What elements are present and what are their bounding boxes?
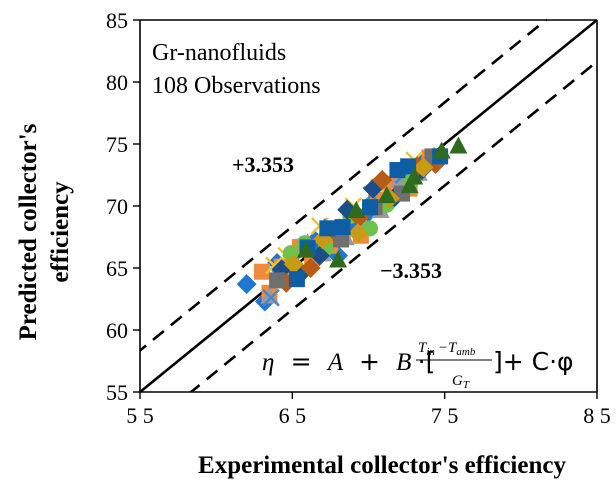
data-point-diamond (300, 258, 321, 278)
data-point-square (334, 219, 351, 236)
formula-numerator-minus: −T (438, 340, 458, 356)
formula-tail: ]+ C·φ (493, 347, 574, 376)
data-point-square (288, 271, 305, 288)
y-tick-label: 75 (106, 132, 128, 157)
data-point-triangle (405, 167, 424, 185)
data-point-triangle (377, 186, 396, 204)
formula-numerator: T (418, 340, 428, 356)
x-tick-label: 5 5 (126, 403, 154, 428)
y-tick-label: 60 (106, 318, 128, 343)
reference-line-lower (189, 59, 597, 392)
data-point-square (333, 231, 350, 248)
data-point-triangle (329, 250, 348, 268)
formula-numerator-sub2: amb (456, 346, 475, 358)
data-point-square (319, 220, 336, 237)
observations-label: 108 Observations (152, 73, 321, 99)
y-axis-title-line1: Predicted collector's efficiency (15, 123, 74, 340)
svg-text:η = A +: η = A + B ·[ (262, 347, 435, 376)
formula-a: A (326, 349, 344, 376)
data-point-square (362, 199, 379, 216)
y-axis-title-part1: Predicted collector's (15, 123, 42, 340)
data-point-triangle (449, 136, 468, 154)
y-tick-label: 80 (106, 70, 128, 95)
data-point-triangle (297, 240, 316, 258)
dataset-label: Gr-nanofluids (152, 40, 286, 66)
y-tick-label: 55 (106, 380, 128, 405)
formula-plus: + (359, 347, 380, 376)
svg-text:GT: GT (452, 373, 470, 391)
data-point-diamond (372, 169, 393, 190)
lower-bound-label: −3.353 (380, 258, 442, 283)
y-tick-label: 85 (106, 8, 128, 33)
data-point-square (253, 263, 270, 280)
data-point-diamond (283, 254, 304, 275)
x-tick-label: 7 5 (431, 403, 459, 428)
model-formula: η = A + B ·[ Tin −Tamb GT ]+ C·φ (262, 340, 574, 391)
formula-eta: η (262, 349, 274, 376)
data-point-square (400, 158, 417, 175)
svg-text:Tin−Tamb: Tin −Tamb (418, 340, 476, 358)
reference-line-upper (140, 20, 548, 353)
data-point-diamond (413, 157, 434, 178)
y-tick-label: 65 (106, 256, 128, 281)
formula-dot: ·[ (418, 347, 436, 376)
y-axis-ticks: 55 60 65 70 75 80 85 (106, 8, 140, 405)
y-axis-title-part2: efficiency (47, 181, 74, 283)
data-points (236, 136, 468, 312)
x-axis-title: Experimental collector's efficiency (198, 452, 566, 479)
data-point-x (262, 288, 280, 307)
formula-denominator-sub: T (463, 379, 470, 391)
data-point-triangle (432, 141, 451, 159)
data-point-diamond (236, 274, 257, 295)
formula-equals: = (291, 347, 312, 376)
data-point-triangle (400, 176, 419, 194)
data-point-triangle (347, 200, 366, 218)
x-axis-ticks: 5 5 6 5 7 5 8 5 (126, 392, 611, 428)
formula-b: B (396, 349, 411, 376)
data-point-diamond (347, 223, 368, 244)
formula-denominator: G (452, 373, 463, 389)
x-tick-label: 8 5 (583, 403, 611, 428)
upper-bound-label: +3.353 (232, 152, 294, 177)
x-tick-label: 6 5 (279, 403, 307, 428)
data-point-square (269, 272, 286, 289)
y-tick-label: 70 (106, 194, 128, 219)
formula-numerator-sub1: in (426, 346, 435, 358)
